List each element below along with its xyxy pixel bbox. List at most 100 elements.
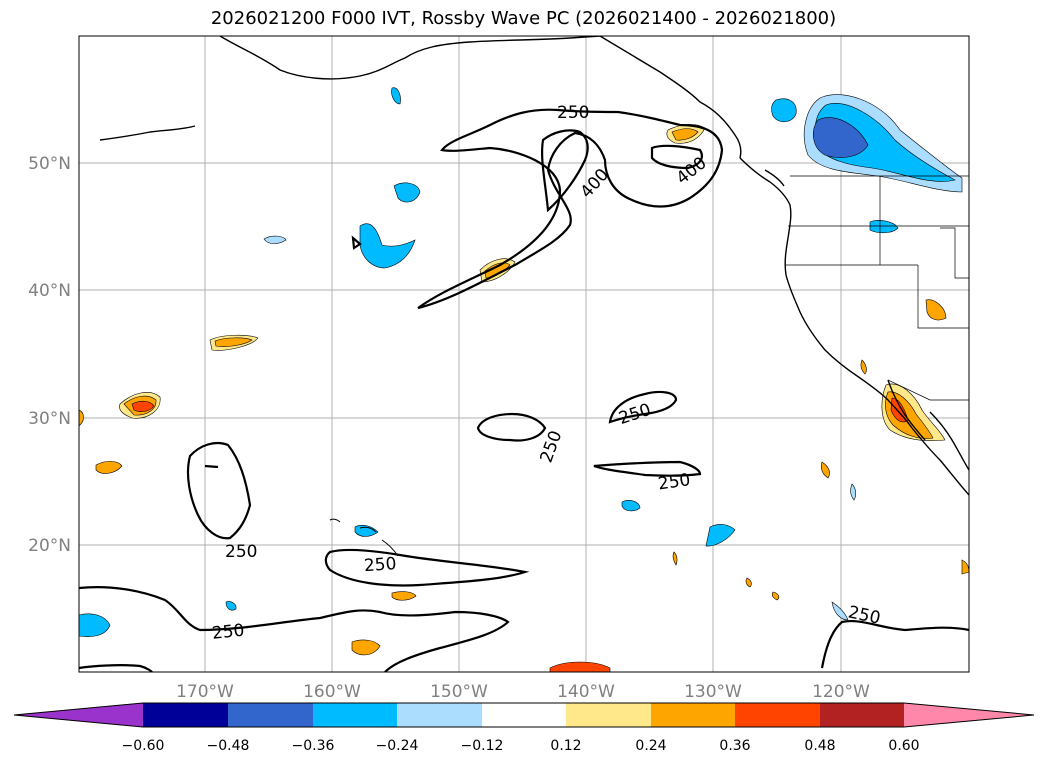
contour-label-250-24n: 250 <box>225 542 257 562</box>
contour-250-24n <box>186 441 252 540</box>
aleutians <box>99 125 196 141</box>
lat-label-40n: 40°N <box>28 281 71 301</box>
blue-patch-west-15n <box>79 613 111 637</box>
cbar-tick-4: −0.24 <box>376 738 419 754</box>
cbar-tick-8: 0.36 <box>719 738 750 754</box>
blue-patch-56n <box>391 87 401 105</box>
positive-anomaly-patches <box>79 124 969 672</box>
lat-label-20n: 20°N <box>28 536 71 556</box>
warm-patch-18n-edge <box>961 559 969 575</box>
lon-label-160w: 160°W <box>303 682 361 702</box>
blue-patch-rockies-dark <box>812 117 869 158</box>
blue-patch-48n <box>393 182 421 203</box>
political-borders <box>786 175 969 401</box>
warm-patch-31n-red <box>131 400 155 412</box>
warm-patch-16n-b <box>771 591 780 601</box>
lon-label-120w: 120°W <box>812 682 870 702</box>
colorbar-seg-9 <box>820 703 904 727</box>
blue-patch-22n <box>705 524 736 547</box>
contour-250-13n <box>79 586 510 672</box>
cbar-tick-6: 0.12 <box>550 738 581 754</box>
colorbar-seg-3 <box>313 703 397 727</box>
cbar-tick-10: 0.60 <box>888 738 919 754</box>
state-border-nv-az <box>940 227 969 279</box>
blue-patch-13n <box>831 601 849 621</box>
warm-patch-38n <box>925 299 947 321</box>
colorbar: −0.60 −0.48 −0.36 −0.24 −0.12 0.12 0.24 … <box>13 702 1035 754</box>
longitude-labels: 170°W 160°W 150°W 140°W 130°W 120°W <box>176 682 870 702</box>
blue-patch-15n <box>225 601 237 611</box>
colorbar-seg-2 <box>228 703 313 727</box>
warm-patch-bottom <box>549 661 611 672</box>
contour-250-13n-b <box>79 664 153 672</box>
colorbar-seg-4 <box>397 703 482 727</box>
contour-labels: 250 400 400 250 250 250 250 250 250 250 <box>211 103 882 644</box>
gulf-coast-mexico <box>929 411 969 471</box>
contour-250-jet <box>417 108 724 310</box>
latitude-labels: 50°N 40°N 30°N 20°N <box>28 154 71 556</box>
contour-400-jet <box>540 129 589 213</box>
lon-label-150w: 150°W <box>430 682 488 702</box>
blue-patch-24n <box>850 483 857 501</box>
lat-label-50n: 50°N <box>28 154 71 174</box>
colorbar-tick-labels: −0.60 −0.48 −0.36 −0.24 −0.12 0.12 0.24 … <box>122 738 920 754</box>
colorbar-seg-5 <box>482 703 566 727</box>
contour-250-25n <box>593 460 702 477</box>
contour-label-250-18n: 250 <box>363 554 397 576</box>
contour-250-27n <box>476 412 547 442</box>
contour-small-2 <box>351 235 362 250</box>
contour-small-1 <box>204 464 219 469</box>
colorbar-seg-6 <box>566 703 651 727</box>
contour-label-250-13n: 250 <box>211 621 245 644</box>
contour-400-coast <box>650 144 704 170</box>
warm-patch-26n <box>95 461 123 474</box>
blue-patch-bc <box>771 98 797 123</box>
hawaii-island-2 <box>359 526 377 533</box>
baja-peninsula <box>887 379 926 441</box>
colorbar-seg-7 <box>651 703 735 727</box>
cbar-tick-2: −0.48 <box>207 738 250 754</box>
blue-patch-46n <box>359 223 416 269</box>
cbar-tick-9: 0.48 <box>804 738 835 754</box>
warm-patch-51n-core <box>671 128 699 141</box>
vancouver-island <box>764 169 785 187</box>
cbar-tick-1: −0.60 <box>122 738 165 754</box>
lat-label-30n: 30°N <box>28 409 71 429</box>
contour-250-se <box>820 620 969 669</box>
warm-patch-19n <box>672 551 678 566</box>
bc-coast <box>739 157 792 239</box>
us-west-coast <box>784 237 969 496</box>
hawaii-island-1 <box>329 518 341 523</box>
alaska-panhandle <box>599 36 742 159</box>
contour-250-18n <box>324 548 530 587</box>
us-mexico-border <box>887 379 969 401</box>
blue-patch-44n <box>263 235 287 244</box>
colorbar-arrow-right <box>904 703 1034 727</box>
warm-patch-16n <box>391 591 417 601</box>
lon-label-130w: 130°W <box>684 682 742 702</box>
contour-250-30n <box>608 390 678 424</box>
state-border-ca-nv <box>917 265 969 329</box>
warm-patch-36n-core <box>214 337 253 347</box>
lon-label-140w: 140°W <box>557 682 615 702</box>
cbar-tick-5: −0.12 <box>461 738 504 754</box>
warm-patch-17n <box>745 577 752 588</box>
colorbar-outline <box>13 702 1035 728</box>
colorbar-seg-1 <box>143 703 228 727</box>
cbar-tick-7: 0.24 <box>635 738 666 754</box>
plot-frame <box>78 35 970 673</box>
blue-patch-23n <box>621 500 641 512</box>
alaska-coast <box>219 36 601 80</box>
contour-label-250-jet: 250 <box>557 103 589 123</box>
ivt-contours <box>79 108 969 672</box>
colorbar-seg-8 <box>735 703 820 727</box>
negative-anomaly-patches <box>79 87 963 637</box>
contour-label-250-25n: 250 <box>657 470 692 494</box>
map-title: 2026021200 F000 IVT, Rossby Wave PC (202… <box>210 8 837 29</box>
warm-patch-12n <box>351 639 381 656</box>
lon-label-170w: 170°W <box>176 682 234 702</box>
warm-patch-34n <box>860 359 867 375</box>
warm-patch-26n-b <box>820 461 830 479</box>
coastlines <box>99 36 969 496</box>
